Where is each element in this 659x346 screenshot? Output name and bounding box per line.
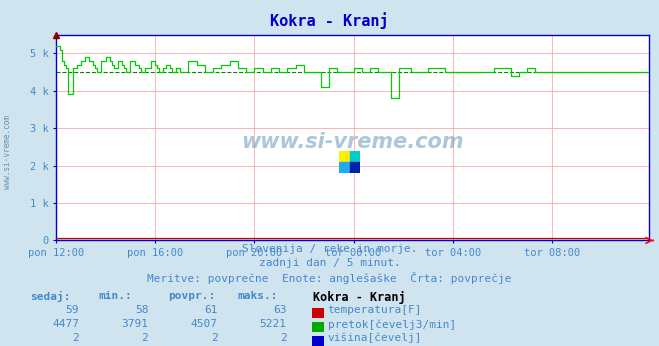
Text: pretok[čevelj3/min]: pretok[čevelj3/min]	[328, 319, 456, 329]
Text: 63: 63	[273, 305, 287, 315]
Bar	[350, 162, 360, 173]
Text: Meritve: povprečne  Enote: anglešaške  Črta: povprečje: Meritve: povprečne Enote: anglešaške Črt…	[147, 272, 512, 284]
Text: 2: 2	[280, 333, 287, 343]
Text: temperatura[F]: temperatura[F]	[328, 305, 422, 315]
Text: 59: 59	[66, 305, 79, 315]
Text: sedaj:: sedaj:	[30, 291, 70, 302]
Text: zadnji dan / 5 minut.: zadnji dan / 5 minut.	[258, 258, 401, 268]
Text: 2: 2	[72, 333, 79, 343]
Text: min.:: min.:	[99, 291, 132, 301]
Text: 2: 2	[211, 333, 217, 343]
Text: Slovenija / reke in morje.: Slovenija / reke in morje.	[242, 244, 417, 254]
Text: povpr.:: povpr.:	[168, 291, 215, 301]
Text: 58: 58	[135, 305, 148, 315]
Text: višina[čevelj]: višina[čevelj]	[328, 333, 422, 343]
Text: 4507: 4507	[190, 319, 217, 329]
Bar	[339, 151, 350, 162]
Text: 61: 61	[204, 305, 217, 315]
Bar	[350, 151, 360, 162]
Text: 4477: 4477	[52, 319, 79, 329]
Bar	[339, 162, 350, 173]
Text: maks.:: maks.:	[237, 291, 277, 301]
Text: Kokra - Kranj: Kokra - Kranj	[313, 291, 406, 304]
Text: 5221: 5221	[260, 319, 287, 329]
Text: www.si-vreme.com: www.si-vreme.com	[241, 131, 464, 152]
Text: www.si-vreme.com: www.si-vreme.com	[3, 115, 13, 189]
Text: 2: 2	[142, 333, 148, 343]
Text: Kokra - Kranj: Kokra - Kranj	[270, 12, 389, 29]
Text: 3791: 3791	[121, 319, 148, 329]
